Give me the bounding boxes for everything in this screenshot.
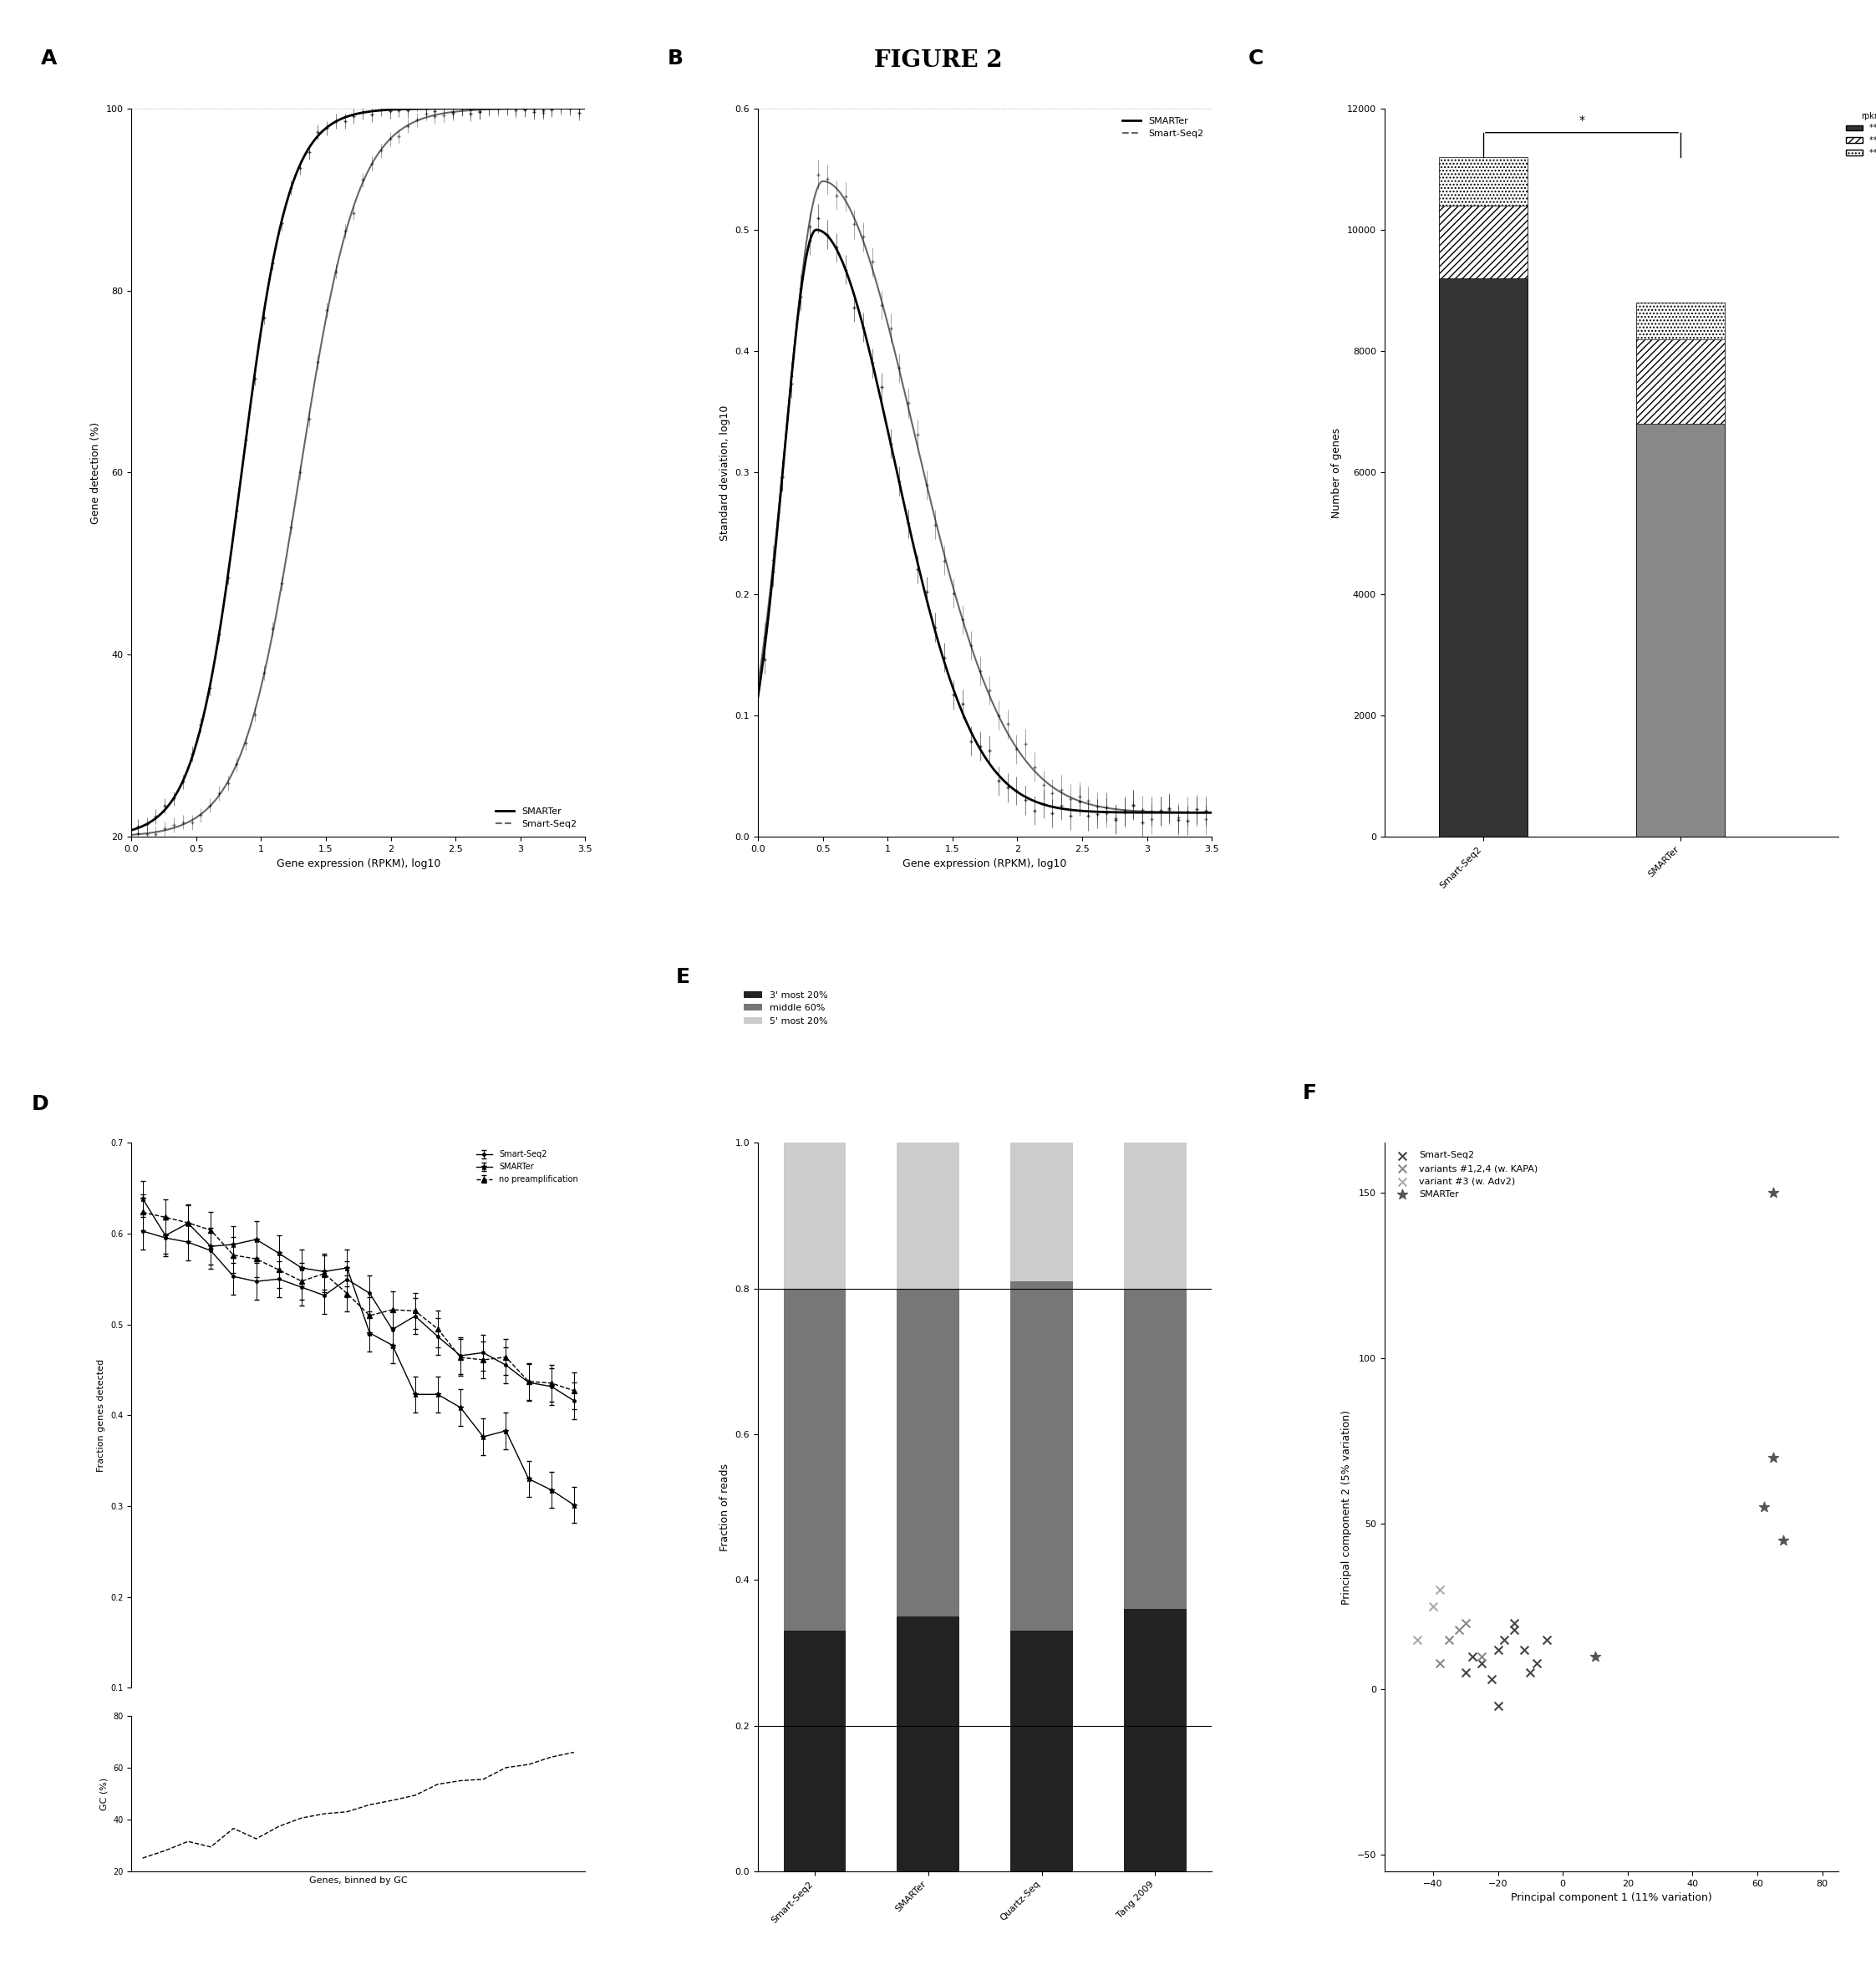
Bar — [897, 1617, 959, 1872]
Smart-Seq2 — [1467, 1647, 1497, 1678]
Bar — [784, 1288, 846, 1631]
Smart-Seq2 — [1490, 1623, 1520, 1655]
Bar — [1636, 424, 1724, 837]
Bar — [1636, 339, 1724, 837]
Y-axis label: GC (%): GC (%) — [99, 1777, 109, 1810]
Y-axis label: Fraction of reads: Fraction of reads — [719, 1464, 730, 1550]
Bar — [1439, 158, 1527, 837]
Smart-Seq2 — [1508, 1633, 1538, 1665]
Text: D: D — [32, 1095, 49, 1115]
X-axis label: Gene expression (RPKM), log10: Gene expression (RPKM), log10 — [276, 859, 441, 869]
Bar — [897, 1288, 959, 1617]
SMARTer — [1758, 1176, 1788, 1208]
SMARTer — [1769, 1525, 1799, 1556]
variants #1,2,4 (w. KAPA) — [1424, 1647, 1454, 1678]
Smart-Seq2 — [1458, 1641, 1488, 1673]
variant #3 (w. Adv2) — [1418, 1592, 1448, 1623]
Bar — [1124, 1143, 1186, 1288]
Smart-Seq2 — [1531, 1623, 1561, 1655]
Smart-Seq2 — [1499, 1613, 1529, 1645]
variants #1,2,4 (w. KAPA) — [1435, 1623, 1465, 1655]
variant #3 (w. Adv2) — [1424, 1574, 1454, 1606]
Legend: Smart-Seq2, variants #1,2,4 (w. KAPA), variant #3 (w. Adv2), SMARTer: Smart-Seq2, variants #1,2,4 (w. KAPA), v… — [1388, 1149, 1542, 1202]
Bar — [1011, 1280, 1073, 1631]
Y-axis label: Number of genes: Number of genes — [1332, 427, 1343, 518]
Text: C: C — [1248, 49, 1264, 69]
Text: A: A — [41, 49, 56, 69]
X-axis label: Genes, binned by GC: Genes, binned by GC — [310, 1875, 407, 1885]
Text: *: * — [1580, 114, 1585, 126]
variants #1,2,4 (w. KAPA) — [1467, 1641, 1497, 1673]
Y-axis label: Principal component 2 (5% variation): Principal component 2 (5% variation) — [1341, 1411, 1353, 1606]
Bar — [1124, 1288, 1186, 1609]
Smart-Seq2 — [1521, 1647, 1551, 1678]
Text: FIGURE 2: FIGURE 2 — [874, 49, 1002, 71]
Bar — [1439, 205, 1527, 837]
X-axis label: Principal component 1 (11% variation): Principal component 1 (11% variation) — [1510, 1893, 1713, 1903]
Bar — [784, 1143, 846, 1288]
variants #1,2,4 (w. KAPA) — [1450, 1608, 1480, 1639]
Text: E: E — [675, 967, 690, 987]
Bar — [1439, 278, 1527, 837]
Smart-Seq2 — [1499, 1608, 1529, 1639]
Smart-Seq2 — [1516, 1657, 1546, 1688]
Smart-Seq2 — [1450, 1657, 1480, 1688]
Legend: SMARTer, Smart-Seq2: SMARTer, Smart-Seq2 — [1118, 112, 1208, 142]
Legend: Smart-Seq2, SMARTer, no preamplification: Smart-Seq2, SMARTer, no preamplification — [473, 1147, 582, 1186]
Bar — [897, 1143, 959, 1288]
Y-axis label: Gene detection (%): Gene detection (%) — [90, 422, 101, 524]
Bar — [1011, 1631, 1073, 1872]
Smart-Seq2 — [1482, 1690, 1512, 1722]
SMARTer — [1758, 1442, 1788, 1474]
SMARTer — [1748, 1491, 1778, 1523]
Bar — [1636, 303, 1724, 837]
Legend: ** >0, ** >0.1, ** >1: ** >0, ** >0.1, ** >1 — [1842, 108, 1876, 160]
Legend: 3' most 20%, middle 60%, 5' most 20%: 3' most 20%, middle 60%, 5' most 20% — [739, 987, 831, 1028]
Smart-Seq2 — [1476, 1663, 1506, 1694]
Smart-Seq2 — [1482, 1633, 1512, 1665]
Bar — [784, 1631, 846, 1872]
Text: F: F — [1302, 1084, 1317, 1103]
X-axis label: Gene expression (RPKM), log10: Gene expression (RPKM), log10 — [902, 859, 1067, 869]
Y-axis label: Fraction genes detected: Fraction genes detected — [98, 1359, 105, 1472]
variant #3 (w. Adv2) — [1401, 1623, 1431, 1655]
variants #1,2,4 (w. KAPA) — [1445, 1613, 1475, 1645]
Bar — [1124, 1609, 1186, 1871]
Legend: SMARTer, Smart-Seq2: SMARTer, Smart-Seq2 — [492, 804, 582, 831]
Bar — [1011, 1143, 1073, 1280]
Text: B: B — [668, 49, 683, 69]
SMARTer — [1580, 1641, 1610, 1673]
Y-axis label: Standard deviation, log10: Standard deviation, log10 — [719, 404, 730, 540]
